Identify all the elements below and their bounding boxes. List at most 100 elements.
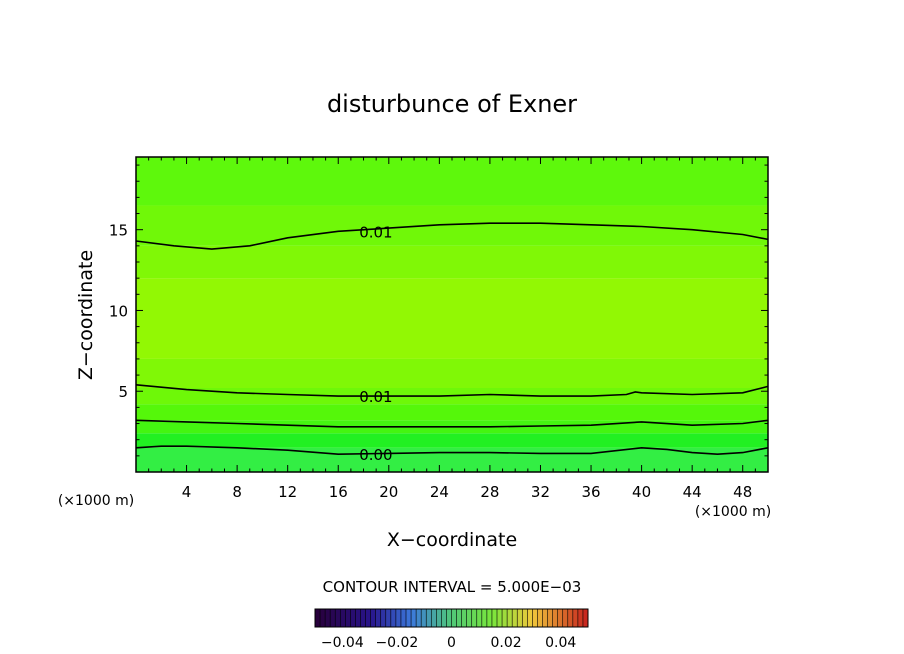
colorbar-cell [502,609,508,627]
fill-band-5 [136,358,768,388]
x-tick-label: 4 [182,483,192,501]
colorbar-cell [416,609,422,627]
fill-band-7 [136,245,768,279]
colorbar-tick-labels: −0.04 −0.02 0 0.02 0.04 [321,635,577,651]
colorbar-cell [557,609,564,627]
contour-label-3: 0.00 [359,446,392,464]
colorbar-cell [476,609,483,627]
colorbar-tick-label: −0.04 [321,635,364,651]
colorbar-cell [552,609,559,627]
x-tick-label: 8 [232,483,242,501]
colorbar-cell [446,609,452,627]
colorbar-cell [486,609,493,627]
colorbar-cell [411,609,417,627]
y-tick-label: 5 [118,383,128,401]
x-tick-label: 40 [632,483,651,501]
colorbar-cell [466,609,473,627]
colorbar-cell [325,609,331,627]
x-tick-labels: 4 8 12 16 20 24 28 32 36 40 44 48 [182,483,752,501]
contour-lines: 0.01 0.01 0.00 [135,222,769,464]
colorbar-cell [431,609,437,627]
colorbar-cell [436,609,442,627]
fill-band-6 [136,278,768,359]
y-tick-labels: 5 10 15 [109,222,128,402]
colorbar-cell [527,609,533,627]
x-tick-label: 16 [329,483,348,501]
fill-band-1 [136,433,768,448]
colorbar-cell [517,609,523,627]
colorbar-cell [451,609,457,627]
colorbar-cell [461,609,468,627]
colorbar-cell [537,609,543,627]
x-unit-left: (×1000 m) [58,493,134,509]
colorbar [314,608,589,628]
colorbar-cell [340,609,346,627]
colorbar-cell [330,609,336,627]
colorbar-tick-label: 0.02 [491,635,522,651]
colorbar-cell [441,609,447,627]
axis-ticks [136,157,768,472]
colorbar-cell [335,609,341,627]
colorbar-cell [562,609,569,627]
colorbar-cell [507,609,513,627]
x-axis-label: X−coordinate [387,529,517,551]
colorbar-cell [522,609,528,627]
colorbar-cell [375,609,382,627]
x-unit-right: (×1000 m) [695,504,771,520]
colorbar-cell [395,609,402,627]
colorbar-cell [577,609,584,627]
colorbar-cell [572,609,579,627]
colorbar-cell [355,609,361,627]
colorbar-cell [491,609,498,627]
colorbar-cell [370,609,377,627]
colorbar-cell [320,609,326,627]
colorbar-cell [345,609,351,627]
colorbar-cell [567,609,574,627]
colorbar-tick-label: 0.04 [545,635,576,651]
fill-band-8 [136,205,768,246]
colorbar-cell [456,609,463,627]
x-tick-label: 24 [430,483,449,501]
colorbar-cell [385,609,392,627]
contour-line-0 [135,222,769,250]
colorbar-cell [481,609,488,627]
colorbar-cell [512,609,518,627]
colorbar-tick-label: −0.02 [375,635,418,651]
colorbar-cell [547,609,554,627]
fill-band-0 [136,447,768,472]
colorbar-cell [542,609,548,627]
colorbar-cell [400,609,407,627]
contour-label-0: 0.01 [359,223,392,241]
colorbar-cell [350,609,356,627]
fill-bands [136,157,768,472]
colorbar-frame [314,608,589,628]
colorbar-cell [497,609,503,627]
colorbar-cell [365,609,372,627]
contour-line-3 [135,445,769,456]
y-tick-label: 10 [109,302,128,320]
contour-line-2 [135,419,769,428]
x-tick-label: 12 [278,483,297,501]
colorbar-cell [390,609,397,627]
contour-interval-label: CONTOUR INTERVAL = 5.000E−03 [323,578,582,596]
fill-band-9 [136,157,768,206]
colorbar-cell [380,609,387,627]
y-axis-label: Z−coordinate [75,250,97,380]
colorbar-cell [426,609,432,627]
fill-band-3 [136,404,768,421]
x-tick-label: 48 [733,483,752,501]
x-tick-label: 32 [531,483,550,501]
contour-label-1: 0.01 [359,388,392,406]
colorbar-cell [471,609,478,627]
x-tick-label: 36 [581,483,600,501]
colorbar-cell [582,609,589,627]
x-tick-label: 28 [480,483,499,501]
colorbar-cell [315,609,321,627]
x-tick-label: 20 [379,483,398,501]
colorbar-cell [360,609,366,627]
y-tick-label: 15 [109,222,128,240]
x-tick-label: 44 [683,483,702,501]
contour-line-1 [135,384,769,397]
colorbar-tick-label: 0 [447,635,456,651]
